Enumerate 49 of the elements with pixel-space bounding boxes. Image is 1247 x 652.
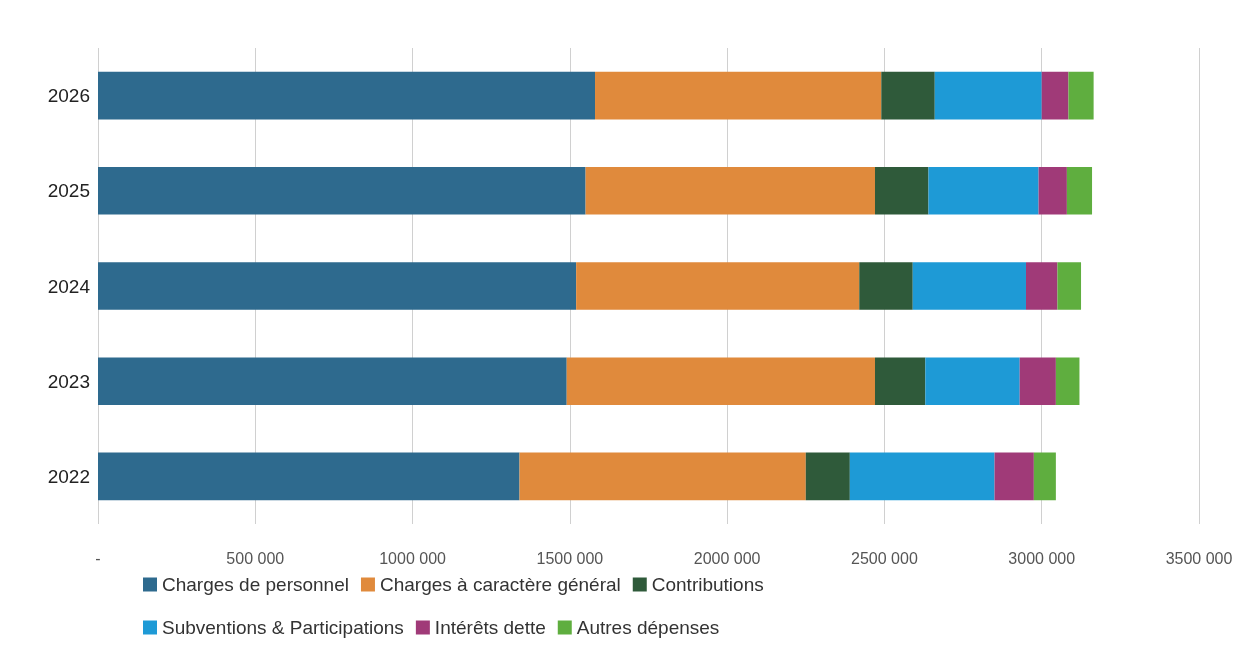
bar bbox=[874, 357, 926, 405]
legend-label: Autres dépenses bbox=[576, 617, 720, 638]
x-tick-label: 2000 000 bbox=[693, 549, 761, 567]
bar bbox=[1068, 71, 1094, 120]
y-tick-label: 2025 bbox=[47, 180, 90, 202]
y-tick-label: 2022 bbox=[47, 465, 90, 487]
bar bbox=[928, 167, 1039, 215]
bar bbox=[98, 357, 567, 405]
bar bbox=[1025, 262, 1058, 310]
x-tick-label: 3500 000 bbox=[1165, 549, 1233, 567]
bar bbox=[859, 262, 913, 310]
y-tick-label: 2024 bbox=[47, 275, 91, 297]
bar bbox=[849, 452, 995, 501]
bar bbox=[994, 452, 1034, 501]
bar bbox=[1019, 357, 1056, 405]
legend-label: Charges de personnel bbox=[162, 574, 349, 595]
legend-label: Intérêts dette bbox=[434, 617, 546, 638]
bar bbox=[934, 71, 1042, 120]
bar bbox=[98, 71, 596, 120]
x-tick-label: 500 000 bbox=[226, 549, 285, 567]
bar bbox=[1041, 71, 1069, 120]
bar bbox=[98, 452, 520, 501]
legend-label: Subventions & Participations bbox=[162, 617, 404, 638]
bar bbox=[1066, 167, 1093, 215]
x-tick-label: - bbox=[95, 549, 101, 567]
bar bbox=[98, 262, 577, 310]
bar bbox=[874, 167, 929, 215]
y-tick-label: 2026 bbox=[47, 85, 90, 107]
bar bbox=[925, 357, 1020, 405]
legend-label: Charges à caractère général bbox=[379, 574, 621, 595]
y-tick-label: 2023 bbox=[47, 370, 90, 392]
x-tick-label: 2500 000 bbox=[851, 549, 918, 567]
bar bbox=[595, 71, 882, 120]
bar bbox=[1038, 167, 1067, 215]
legend-label: Contributions bbox=[651, 574, 764, 595]
x-tick-label: 1000 000 bbox=[379, 549, 447, 567]
bar bbox=[912, 262, 1026, 310]
x-tick-label: 1500 000 bbox=[536, 549, 604, 567]
bar bbox=[1033, 452, 1056, 501]
bar bbox=[805, 452, 850, 501]
bar bbox=[1057, 262, 1082, 310]
bar bbox=[566, 357, 875, 405]
bar bbox=[881, 71, 935, 120]
bar bbox=[519, 452, 806, 501]
bar bbox=[98, 167, 586, 215]
x-tick-label: 3000 000 bbox=[1008, 549, 1076, 567]
bar bbox=[1055, 357, 1080, 405]
bar bbox=[585, 167, 875, 215]
bar bbox=[576, 262, 860, 310]
